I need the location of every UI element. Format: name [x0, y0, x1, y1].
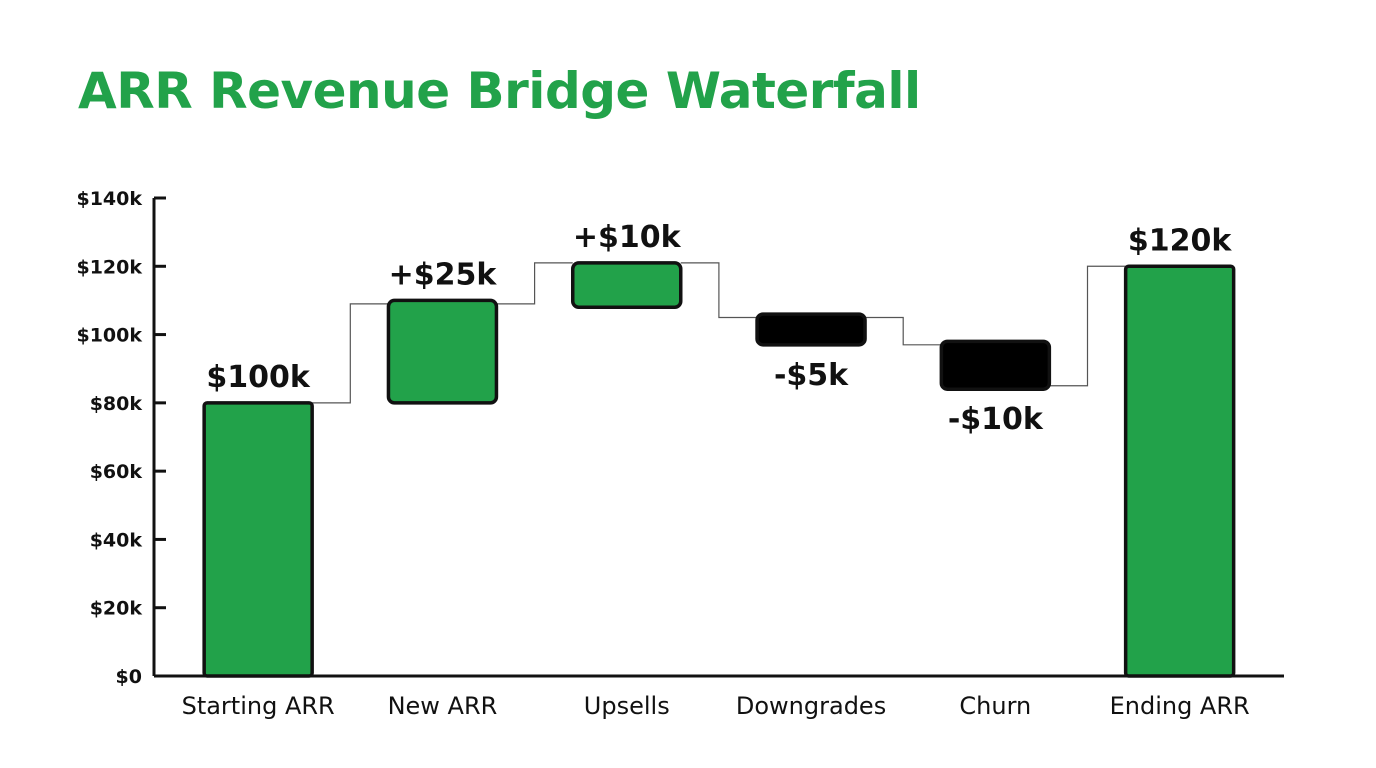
data-label: $120k	[1128, 223, 1232, 258]
connector-line	[1049, 265, 1126, 387]
x-tick-label: Churn	[959, 692, 1031, 720]
x-tick-label: Downgrades	[736, 692, 886, 720]
x-tick-label: Ending ARR	[1110, 692, 1250, 720]
y-tick-label: $80k	[90, 393, 143, 415]
data-label: -$5k	[774, 358, 849, 393]
connector-line	[680, 262, 758, 319]
y-tick-label: $20k	[90, 598, 143, 620]
bar-churn	[939, 339, 1052, 391]
chart-title: ARR Revenue Bridge Waterfall	[78, 62, 921, 120]
connector-line	[312, 303, 389, 404]
bar-upsells	[571, 261, 683, 310]
data-labels: $100k +$25k +$10k -$5k -$10k $120k	[206, 220, 1232, 437]
bar-downgrades	[755, 312, 867, 347]
y-tick-label: $120k	[76, 256, 142, 278]
y-tick-label: $60k	[90, 461, 143, 483]
data-label: +$25k	[389, 257, 498, 292]
y-tick-label: $0	[116, 666, 142, 688]
bar-starting-arr	[202, 401, 314, 678]
connector-line	[865, 316, 942, 346]
x-tick-label: New ARR	[388, 692, 498, 720]
bar-new-arr	[386, 298, 499, 405]
y-tick-label: $100k	[76, 325, 142, 347]
x-tick-label: Upsells	[584, 692, 670, 720]
data-label: +$10k	[573, 220, 682, 255]
connector-lines	[312, 262, 1126, 404]
bars	[202, 261, 1236, 678]
y-tick-label: $40k	[90, 529, 143, 551]
connector-line	[496, 262, 573, 305]
x-tick-label: Starting ARR	[182, 692, 335, 720]
data-label: -$10k	[948, 402, 1044, 437]
data-label: $100k	[206, 360, 310, 395]
axes: $0 $20k $40k $60k $80k $100k $120k $140k Startin…	[76, 188, 1284, 720]
y-tick-label: $140k	[76, 188, 142, 210]
bar-ending-arr	[1123, 264, 1236, 678]
